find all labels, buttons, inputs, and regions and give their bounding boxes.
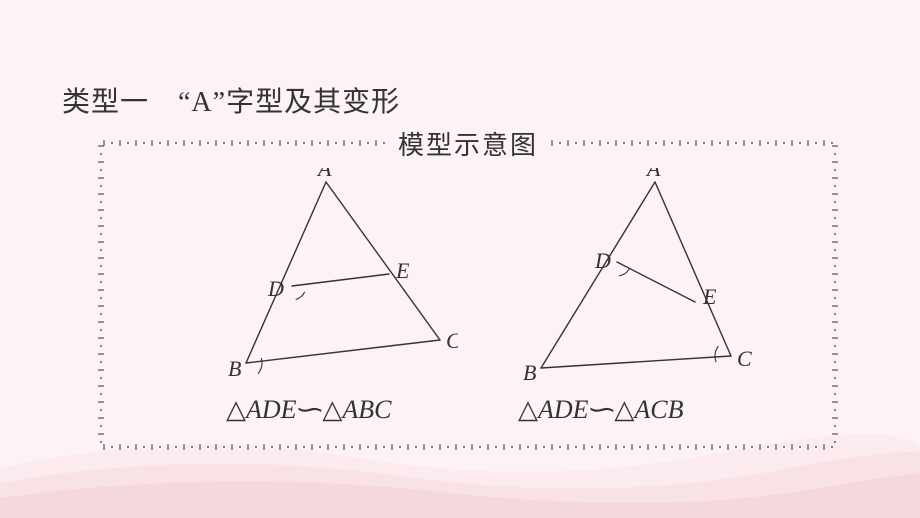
svg-text:D: D	[267, 276, 284, 301]
diagram-left-svg: A B C D E	[208, 168, 458, 388]
diagram-left: A B C D E	[208, 168, 458, 378]
svg-text:A: A	[316, 168, 332, 181]
caption-right: △ADE∽△ACB	[518, 395, 683, 425]
svg-text:D: D	[594, 248, 611, 273]
box-title: 模型示意图	[386, 125, 550, 162]
svg-text:B: B	[228, 356, 241, 381]
diagram-right-svg: A B C D E	[503, 168, 753, 388]
caption-left: △ADE∽△ABC	[226, 395, 391, 425]
diagram-right: ABCDE	[503, 168, 753, 378]
model-box: 模型示意图 ABCDE ABCDE △ADE∽△ABC △ADE∽△ACB	[98, 140, 838, 450]
svg-text:C: C	[446, 328, 458, 353]
svg-text:E: E	[395, 258, 410, 283]
svg-text:A: A	[645, 168, 661, 181]
svg-text:C: C	[737, 346, 752, 371]
section-heading: 类型一 “A”字型及其变形	[62, 80, 400, 120]
svg-text:E: E	[702, 284, 717, 309]
svg-text:B: B	[523, 360, 536, 385]
